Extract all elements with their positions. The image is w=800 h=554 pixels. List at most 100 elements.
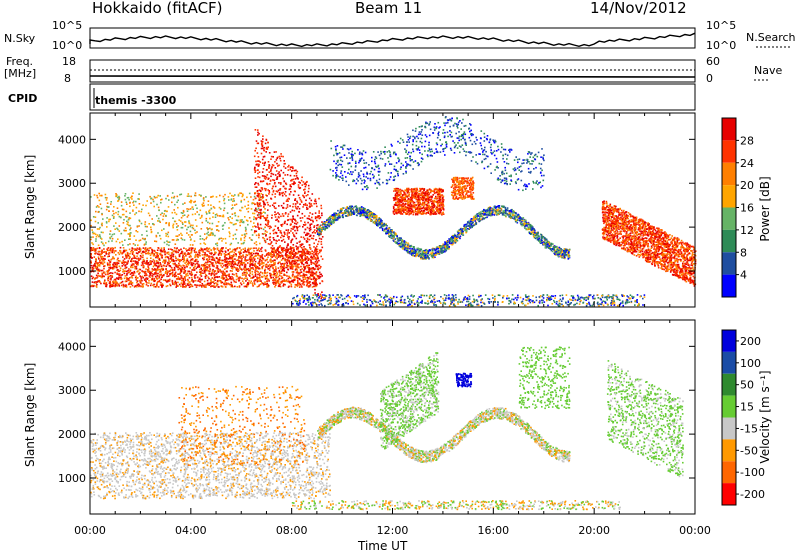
heatmap-cell [160,201,162,204]
heatmap-cell [104,193,107,196]
heatmap-cell [126,197,129,199]
heatmap-cell [226,270,228,273]
heatmap-cell [280,232,283,234]
heatmap-cell [310,234,312,237]
heatmap-cell [333,215,335,218]
heatmap-cell [183,265,185,267]
heatmap-cell [239,257,242,259]
heatmap-cell [493,209,496,211]
heatmap-cell [170,256,172,259]
heatmap-cell [128,277,131,279]
heatmap-cell [227,282,229,285]
heatmap-cell [189,260,192,262]
heatmap-cell [97,280,99,282]
heatmap-cell [254,182,257,184]
heatmap-cell [114,285,116,288]
heatmap-cell [261,212,263,214]
heatmap-cell [256,142,259,145]
heatmap-cell [302,236,305,239]
heatmap-cell [199,249,201,251]
heatmap-cell [320,204,322,207]
heatmap-cell [280,246,283,249]
heatmap-cell [263,217,266,219]
heatmap-cell [238,260,240,262]
heatmap-cell [173,263,176,266]
heatmap-cell [163,247,165,249]
heatmap-cell [274,211,276,213]
heatmap-cell [187,282,190,284]
heatmap-cell [256,214,259,216]
heatmap-cell [228,260,231,263]
heatmap-cell [243,272,246,274]
heatmap-cell [258,213,260,216]
heatmap-cell [129,269,132,272]
heatmap-cell [306,262,309,264]
heatmap-cell [291,166,294,168]
heatmap-cell [315,216,318,218]
heatmap-cell [494,213,496,215]
heatmap-cell [118,274,120,277]
heatmap-cell [235,248,237,250]
heatmap-cell [240,260,242,263]
heatmap-cell [279,245,281,247]
heatmap-cell [279,266,282,268]
heatmap-cell [94,262,96,265]
heatmap-cell [145,277,148,279]
heatmap-cell [172,226,174,229]
heatmap-cell [213,273,216,275]
heatmap-cell [124,227,127,229]
heatmap-cell [90,252,92,255]
heatmap-cell [98,269,100,272]
heatmap-cell [239,192,241,194]
heatmap-cell [247,223,249,226]
heatmap-cell [127,196,130,199]
heatmap-cell [299,261,302,263]
heatmap-cell [299,269,302,271]
heatmap-cell [111,272,114,275]
heatmap-cell [313,285,315,288]
heatmap-cell [253,250,255,252]
heatmap-cell [219,248,222,250]
heatmap-cell [355,210,358,213]
heatmap-cell [189,239,192,241]
heatmap-cell [504,206,507,209]
heatmap-cell [106,226,108,228]
heatmap-cell [291,256,294,258]
heatmap-cell [275,178,278,180]
heatmap-cell [210,231,213,234]
heatmap-cell [210,256,212,258]
heatmap-cell [250,280,252,282]
heatmap-cell [211,255,213,258]
heatmap-cell [230,281,233,284]
heatmap-cell [153,269,155,271]
heatmap-cell [294,182,296,184]
heatmap-cell [166,194,169,197]
heatmap-cell [308,229,311,232]
heatmap-cell [132,251,135,253]
heatmap-cell [264,278,267,280]
heatmap-cell [181,268,183,271]
heatmap-cell [136,231,139,233]
heatmap-cell [221,247,223,249]
heatmap-cell [259,255,262,257]
heatmap-cell [203,248,205,251]
heatmap-cell [283,235,285,237]
heatmap-cell [319,273,322,276]
heatmap-cell [239,221,241,224]
heatmap-cell [109,286,111,288]
heatmap-cell [304,228,307,231]
heatmap-cell [194,253,197,256]
heatmap-cell [320,249,322,251]
heatmap-cell [258,233,260,235]
heatmap-cell [131,274,133,277]
heatmap-cell [296,277,299,279]
heatmap-cell [318,197,320,200]
heatmap-cell [189,230,192,233]
heatmap-cell [396,237,399,239]
heatmap-cell [244,216,246,218]
heatmap-cell [172,255,174,258]
heatmap-cell [416,247,418,250]
heatmap-cell [270,169,272,171]
heatmap-cell [128,217,131,219]
heatmap-cell [314,272,316,275]
